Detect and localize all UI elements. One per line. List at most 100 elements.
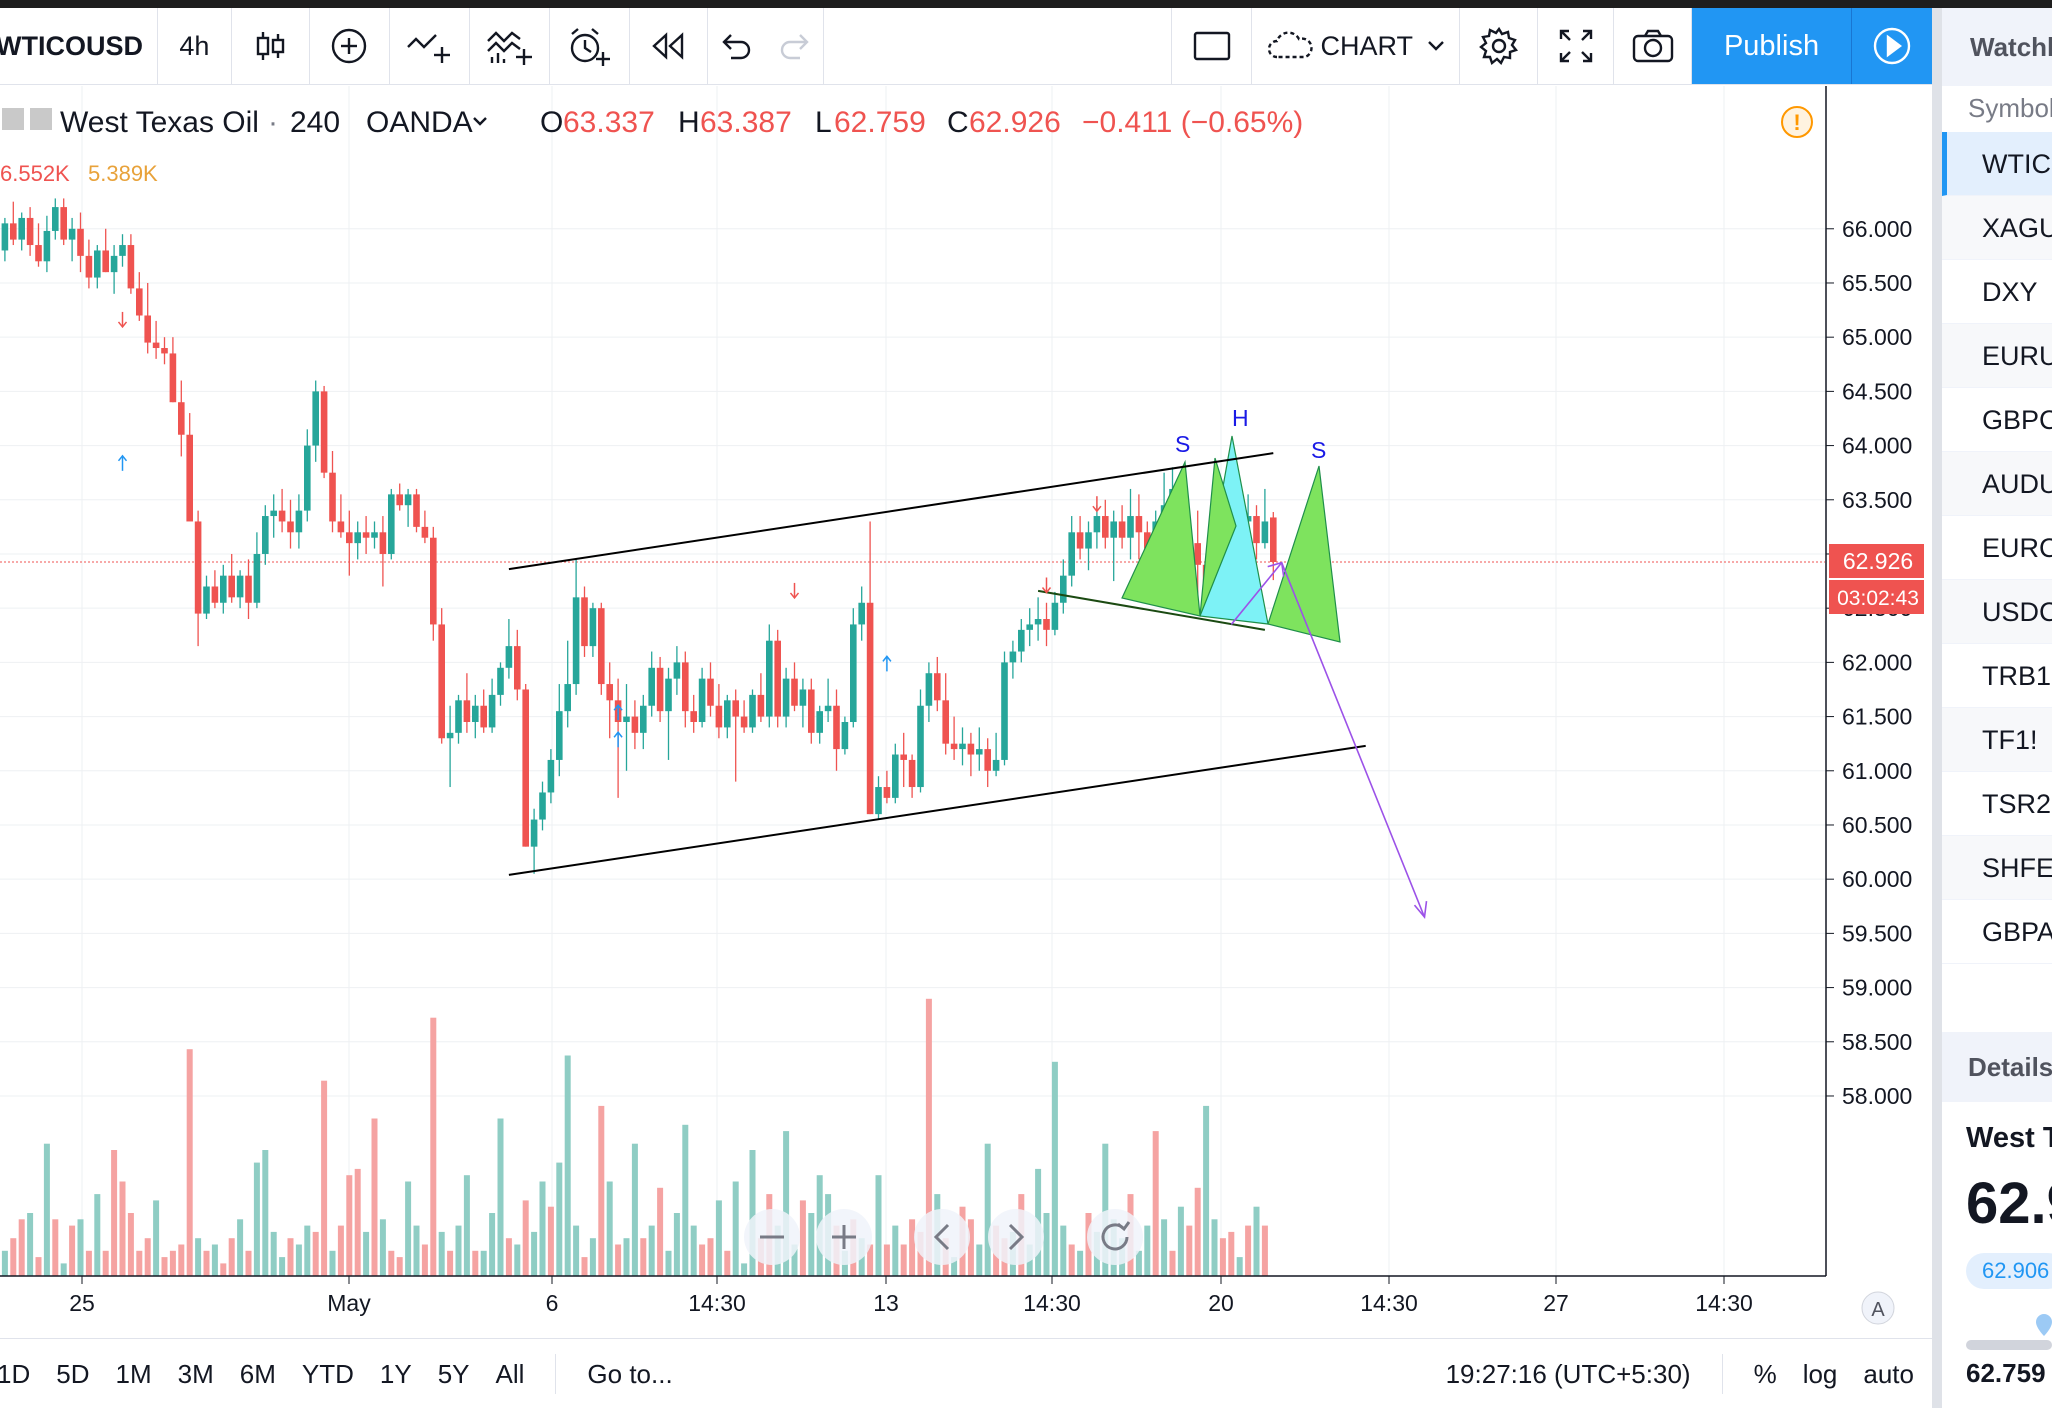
watchlist-item[interactable]: AUDUSD [1942, 452, 2052, 516]
watchlist-item[interactable]: EURCHF [1942, 516, 2052, 580]
range-marker-icon [2036, 1314, 2052, 1336]
volume-bar [178, 1244, 185, 1276]
undo-button[interactable] [708, 8, 766, 84]
volume-bar [85, 1250, 92, 1276]
candle-body [1060, 575, 1067, 603]
range-6m[interactable]: 6M [227, 1339, 289, 1409]
channel-upper-line[interactable] [508, 452, 1274, 571]
volume-bar [480, 1250, 487, 1276]
range-1y[interactable]: 1Y [367, 1339, 425, 1409]
countdown-box [1829, 580, 1924, 614]
volume-bar [195, 1238, 202, 1276]
range-3m[interactable]: 3M [165, 1339, 227, 1409]
scroll-right-button[interactable] [988, 1209, 1044, 1265]
compare-icon [407, 34, 451, 63]
candle-body [900, 754, 907, 760]
publish-button[interactable]: Publish [1692, 8, 1852, 84]
last-price-value: 62.926 [1843, 548, 1913, 574]
volume-bar [77, 1219, 84, 1276]
candle-body [908, 759, 916, 788]
time-axis[interactable]: 25 May 6 14:30 13 14:30 20 14:30 27 14:30 [69, 1276, 1753, 1316]
pattern-neckline-line[interactable] [1037, 589, 1266, 631]
alert-button[interactable] [550, 8, 630, 84]
timezone-button[interactable]: 19:27:16 (UTC+5:30) [1433, 1339, 1704, 1409]
volume-bar [925, 998, 932, 1276]
range-ytd[interactable]: YTD [289, 1339, 367, 1409]
watchlist-item[interactable]: GBPCHF [1942, 388, 2052, 452]
candle-body [766, 640, 773, 717]
replay-button[interactable] [630, 8, 708, 84]
projection-2-line[interactable] [1280, 562, 1426, 918]
volume-bar [60, 1263, 67, 1276]
interval-button[interactable]: 4h [158, 8, 232, 84]
legend-exchange[interactable]: OANDA [366, 106, 473, 139]
volume-bar [867, 1244, 874, 1276]
candle-body [203, 586, 210, 614]
watchlist-header[interactable]: Watchlist [1942, 8, 2052, 86]
watchlist-item[interactable]: USDCHF [1942, 580, 2052, 644]
auto-toggle[interactable]: auto [1850, 1339, 1932, 1409]
range-1d[interactable]: 1D [0, 1339, 43, 1409]
range-5d[interactable]: 5D [43, 1339, 102, 1409]
chart-style-button[interactable] [232, 8, 310, 84]
watchlist-item[interactable]: WTICOUSD [1942, 132, 2052, 196]
range-5y[interactable]: 5Y [425, 1339, 483, 1409]
candle-body [883, 787, 891, 798]
details-header[interactable]: Details [1942, 1032, 2052, 1102]
rewind-icon [652, 32, 684, 60]
candle-body [917, 705, 924, 788]
price-chart[interactable]: S H S West Texas Oil · 240 OANDA O 63.33… [0, 86, 1932, 1338]
legend-change: −0.411 (−0.65%) [1082, 106, 1303, 139]
indicators-button[interactable] [470, 8, 550, 84]
watchlist-item[interactable]: TF1! [1942, 708, 2052, 772]
snapshot-button[interactable] [1614, 8, 1693, 84]
clock-label: 19:27:16 (UTC+5:30) [1445, 1358, 1691, 1389]
percent-toggle[interactable]: % [1741, 1339, 1790, 1409]
legend-low: 62.759 [834, 106, 926, 139]
legend-swatch-left [2, 108, 24, 130]
gear-icon [1478, 26, 1518, 66]
price-axis[interactable]: 66.00065.50065.00064.50064.00063.50063.0… [1826, 216, 1912, 1109]
price-tick-label: 64.000 [1842, 433, 1912, 459]
save-layout-button[interactable]: CHART [1252, 8, 1461, 84]
scale-mode-button[interactable]: A [1861, 1291, 1895, 1325]
price-tick-label: 61.000 [1842, 758, 1912, 784]
trendlines [508, 452, 1428, 920]
redo-button[interactable] [766, 8, 824, 84]
projection-1-line[interactable] [1230, 562, 1283, 625]
goto-button[interactable]: Go to... [574, 1339, 685, 1409]
scale-mode-label: A [1871, 1299, 1885, 1321]
panel-divider[interactable] [1932, 8, 1942, 1408]
volume-bars [1, 998, 1268, 1276]
volume-bar [749, 1150, 756, 1276]
watchlist-item[interactable]: TRB1! [1942, 644, 2052, 708]
candle-body [362, 532, 370, 538]
range-1m[interactable]: 1M [103, 1339, 165, 1409]
candle-body [875, 787, 882, 815]
watchlist-item[interactable]: XAGUSD [1942, 196, 2052, 260]
watchlist-column-symbol[interactable]: Symbol [1968, 93, 2052, 123]
compare-button[interactable] [390, 8, 470, 84]
watchlist-item[interactable]: DXY [1942, 260, 2052, 324]
log-toggle[interactable]: log [1790, 1339, 1851, 1409]
range-all[interactable]: All [483, 1339, 538, 1409]
range-5d-label: 5D [56, 1358, 90, 1389]
plus-circle-icon [332, 28, 367, 64]
fullscreen-button[interactable] [1538, 8, 1615, 84]
symbol-search[interactable]: WTICOUSD [0, 8, 158, 84]
warning-icon[interactable] [1781, 106, 1813, 138]
watchlist-item[interactable]: TSR21 [1942, 772, 2052, 836]
layout-button[interactable] [1172, 8, 1253, 84]
candle-body [43, 230, 51, 262]
watchlist-item[interactable]: SHFE/ [1942, 836, 2052, 900]
reset-chart-button[interactable] [1087, 1209, 1143, 1265]
scroll-left-button[interactable] [914, 1209, 970, 1265]
channel-lower-line[interactable] [508, 744, 1366, 876]
play-button[interactable] [1851, 8, 1932, 84]
candle-body [1085, 532, 1092, 549]
candle-body [270, 510, 277, 517]
add-indicator-button[interactable] [310, 8, 390, 84]
settings-button[interactable] [1460, 8, 1539, 84]
